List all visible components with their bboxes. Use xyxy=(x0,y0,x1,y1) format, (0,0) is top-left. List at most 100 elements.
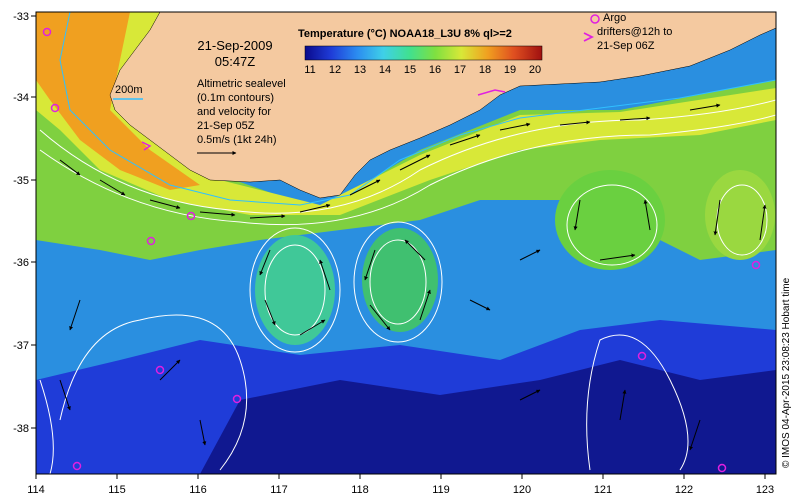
lon-axis xyxy=(35,474,766,479)
lon-tick-label: 120 xyxy=(513,484,531,496)
sealevel-note-line: 21-Sep 05Z xyxy=(197,120,255,132)
velocity-arrow xyxy=(559,120,591,126)
velocity-arrow xyxy=(199,211,236,217)
isobath-200m xyxy=(59,12,776,206)
drifters-legend-label: drifters@12h to xyxy=(597,26,673,38)
drifters-legend-date: 21-Sep 06Z xyxy=(597,40,655,52)
velocity-arrow xyxy=(404,239,426,261)
lon-tick-label: 115 xyxy=(108,484,126,496)
colorbar-tick: 14 xyxy=(378,64,392,76)
sealevel-contour xyxy=(264,244,326,336)
velocity-arrow xyxy=(469,299,491,311)
drifter-track xyxy=(141,141,152,151)
lon-tick-label: 119 xyxy=(432,484,450,496)
colorbar-gradient xyxy=(304,45,543,61)
colorbar-tick: 16 xyxy=(428,64,442,76)
argo-marker xyxy=(146,236,156,246)
imos-credit: © IMOS 04-Apr-2015 23:08:23 Hobart time xyxy=(781,277,792,468)
velocity-arrow xyxy=(759,204,767,241)
velocity-arrow xyxy=(159,359,181,381)
velocity-arrow xyxy=(249,214,286,219)
velocity-arrow xyxy=(59,159,81,176)
colorbar-tick: 12 xyxy=(328,64,342,76)
velocity-arrow xyxy=(349,179,381,196)
velocity-arrow xyxy=(99,179,126,196)
colorbar-tick: 17 xyxy=(453,64,467,76)
velocity-arrows xyxy=(59,103,767,451)
lat-tick-label: -38 xyxy=(13,423,29,435)
velocity-arrow xyxy=(519,249,541,261)
velocity-arrow xyxy=(599,253,636,261)
velocity-arrow xyxy=(299,319,326,336)
sst-coldest-water xyxy=(200,360,776,474)
argo-marker xyxy=(155,365,165,375)
lat-tick-labels: -33 -34 -35 -36 -37 -38 xyxy=(13,11,29,435)
sealevel-note-line: and velocity for xyxy=(197,106,271,118)
velocity-arrow xyxy=(619,116,651,121)
argo-marker xyxy=(751,260,761,270)
argo-marker xyxy=(232,394,242,404)
velocity-arrow xyxy=(619,389,627,421)
sst-leeuwin-current xyxy=(36,12,200,190)
velocity-arrow xyxy=(449,134,481,146)
argo-markers xyxy=(42,27,761,473)
velocity-arrow xyxy=(264,299,276,326)
velocity-arrow xyxy=(643,199,651,231)
velocity-arrow xyxy=(399,154,431,171)
argo-marker xyxy=(42,27,52,37)
velocity-arrow xyxy=(149,199,181,210)
velocity-scale-label: 0.5m/s (1kt 24h) xyxy=(197,134,277,146)
argo-marker xyxy=(72,461,82,471)
argo-marker xyxy=(637,351,647,361)
sst-eddy-warm-2 xyxy=(362,228,438,332)
land-mass xyxy=(70,12,776,199)
timestamp-time: 05:47Z xyxy=(214,54,256,69)
lon-tick-label: 123 xyxy=(756,484,774,496)
sealevel-note-line: Altimetric sealevel xyxy=(197,78,286,90)
velocity-arrow xyxy=(689,419,701,451)
velocity-arrow xyxy=(299,203,331,213)
velocity-arrow xyxy=(319,259,331,291)
velocity-arrow xyxy=(69,299,81,331)
lon-tick-labels: 114 115 116 117 118 119 120 121 122 123 … xyxy=(27,484,774,496)
velocity-arrow xyxy=(369,304,391,331)
plot-frame xyxy=(35,11,777,475)
sealevel-contour xyxy=(353,221,443,343)
colorbar-tick: 11 xyxy=(304,64,316,76)
sealevel-contour xyxy=(39,379,54,474)
velocity-arrow xyxy=(364,249,376,281)
lat-axis xyxy=(31,15,36,429)
lon-tick-label: 118 xyxy=(351,484,369,496)
sealevel-contour xyxy=(369,239,427,325)
velocity-arrow xyxy=(199,419,207,446)
argo-legend-icon xyxy=(590,14,600,24)
lat-tick-label: -34 xyxy=(13,92,29,104)
lon-tick-label: 121 xyxy=(594,484,612,496)
colorbar-tick: 19 xyxy=(503,64,517,76)
lat-tick-label: -37 xyxy=(13,340,29,352)
argo-marker xyxy=(50,103,60,113)
velocity-arrow xyxy=(519,389,541,401)
lon-tick-label: 116 xyxy=(189,484,207,496)
sst-eddy-warm-4 xyxy=(705,170,775,260)
velocity-arrow xyxy=(713,199,721,236)
sst-eddy-warm-1 xyxy=(255,235,335,345)
sealevel-note-line: (0.1m contours) xyxy=(197,92,275,104)
colorbar-tick: 13 xyxy=(353,64,367,76)
velocity-arrow xyxy=(499,122,531,131)
argo-marker xyxy=(717,463,727,473)
sealevel-contour xyxy=(59,314,248,471)
colorbar-title: Temperature (°C) NOAA18_L3U 8% ql>=2 xyxy=(298,28,512,40)
sealevel-contour xyxy=(566,184,658,266)
sealevel-contour xyxy=(39,114,776,226)
argo-marker xyxy=(186,211,196,221)
sealevel-contour xyxy=(39,99,776,214)
lon-tick-label: 122 xyxy=(675,484,693,496)
lat-tick-label: -36 xyxy=(13,257,29,269)
lat-tick-label: -35 xyxy=(13,175,29,187)
timestamp-date: 21-Sep-2009 xyxy=(197,38,273,53)
velocity-arrow xyxy=(259,249,271,276)
drifter-track xyxy=(477,89,506,96)
drifter-legend-icon xyxy=(583,32,595,42)
